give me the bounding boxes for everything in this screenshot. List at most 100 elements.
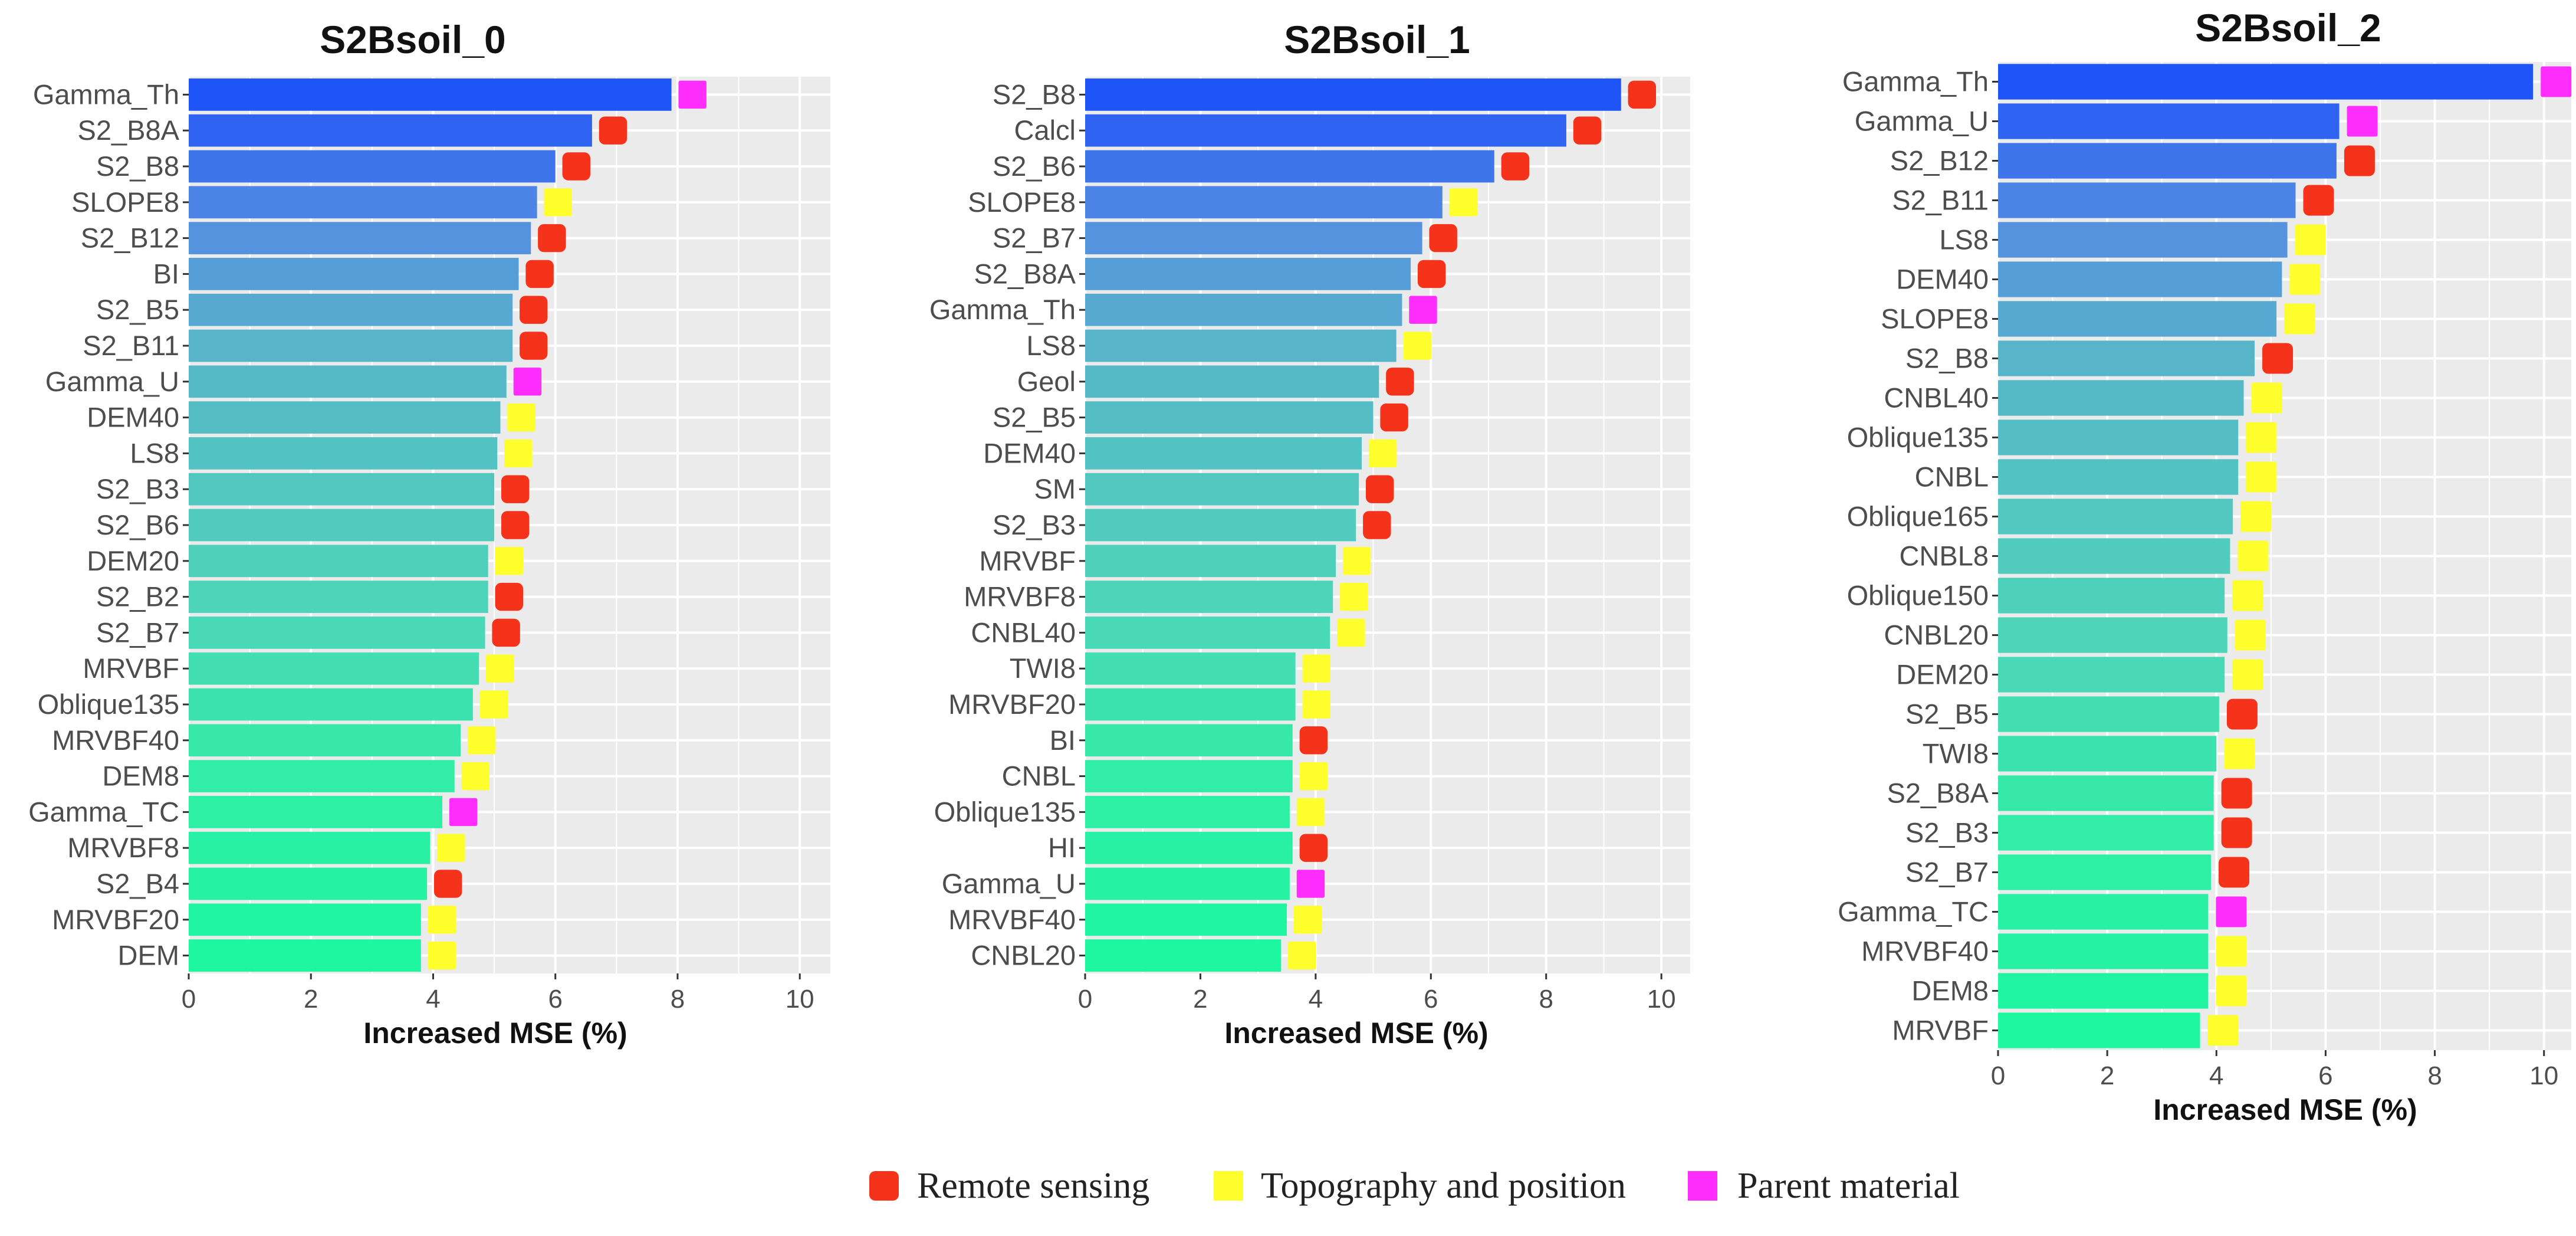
x-tick-label: 8 — [1539, 985, 1553, 1014]
marker-rs — [2221, 817, 2252, 848]
marker-parent — [449, 798, 478, 827]
marker-topo — [2224, 738, 2255, 769]
marker-parent — [678, 80, 707, 109]
legend-swatch-topography — [1214, 1171, 1243, 1201]
y-tick-label: MRVBF8 — [67, 832, 179, 863]
marker-topo — [2284, 303, 2315, 335]
x-tick-label: 4 — [426, 985, 440, 1014]
marker-topo — [2251, 382, 2282, 414]
marker-topo — [2295, 224, 2326, 255]
y-tick-label: S2_B8 — [96, 150, 179, 182]
bar — [189, 617, 485, 649]
y-tick-label: S2_B8 — [1905, 343, 1989, 374]
bar — [189, 114, 592, 147]
bar — [189, 652, 479, 685]
x-tick-label: 0 — [1991, 1061, 2005, 1090]
bar — [1085, 724, 1293, 757]
marker-topo — [428, 941, 456, 970]
y-tick-label: Oblique165 — [1847, 501, 1989, 532]
marker-topo — [1302, 654, 1330, 683]
marker-parent — [2541, 66, 2572, 97]
bar — [1998, 261, 2282, 297]
y-tick-label: Gamma_Th — [929, 294, 1076, 325]
marker-topo — [2232, 580, 2263, 611]
bar — [1085, 939, 1282, 972]
marker-rs — [1363, 511, 1391, 539]
bar — [1998, 894, 2209, 930]
marker-topo — [1293, 906, 1322, 934]
marker-topo — [544, 188, 572, 217]
bar — [189, 258, 519, 290]
y-tick-label: MRVBF — [979, 545, 1076, 576]
bar — [1085, 437, 1362, 470]
y-tick-label: DEM40 — [983, 437, 1076, 468]
y-tick-label: Gamma_Th — [1842, 66, 1989, 97]
marker-parent — [513, 368, 542, 396]
y-tick-label: LS8 — [1026, 330, 1076, 361]
legend-label-parent-material: Parent material — [1737, 1166, 1960, 1206]
marker-topo — [504, 439, 533, 468]
bar — [189, 293, 513, 326]
y-tick-label: S2_B11 — [1892, 185, 1989, 216]
legend-swatch-parent-material — [1688, 1171, 1717, 1201]
marker-parent — [2347, 106, 2378, 137]
marker-topo — [2246, 461, 2277, 493]
x-tick-label: 6 — [2318, 1061, 2332, 1090]
chart-panel-0: S2Bsoil_0 Gamma_Th S2_B8A S2_B8 SLOPE8 S2_B12… — [28, 18, 830, 1050]
x-tick-label: 2 — [304, 985, 318, 1014]
y-tick-label: DEM8 — [1911, 975, 1989, 1006]
marker-topo — [1288, 941, 1316, 970]
marker-rs — [501, 511, 530, 539]
marker-rs — [520, 332, 548, 360]
bar — [1998, 103, 2340, 139]
bar — [1998, 538, 2230, 574]
marker-rs — [1380, 403, 1408, 432]
bar — [1998, 340, 2255, 376]
bar — [189, 150, 556, 183]
marker-parent — [2216, 896, 2247, 927]
bar — [1998, 815, 2214, 851]
marker-rs — [495, 582, 524, 611]
y-tick-label: S2_B3 — [1905, 817, 1989, 848]
bar — [1998, 301, 2277, 337]
chart-panel-2: S2Bsoil_2 Gamma_Th Gamma_U S2_B12 S2_B11 LS8 D… — [1838, 6, 2572, 1126]
bar — [189, 222, 531, 254]
bar — [1085, 796, 1290, 828]
marker-rs — [1573, 116, 1602, 145]
y-tick-label: HI — [1048, 832, 1076, 863]
bar — [189, 509, 495, 542]
marker-topo — [428, 906, 456, 934]
marker-topo — [467, 726, 496, 755]
bar — [1085, 867, 1290, 900]
chart-title: S2Bsoil_1 — [1284, 18, 1470, 61]
marker-rs — [2219, 857, 2250, 888]
x-tick-label: 4 — [1309, 985, 1323, 1014]
y-tick-label: Gamma_TC — [28, 796, 179, 827]
y-tick-label: MRVBF40 — [1861, 936, 1989, 967]
y-tick-label: SLOPE8 — [71, 186, 179, 218]
bar — [1998, 578, 2225, 614]
bar — [1998, 854, 2212, 890]
marker-topo — [1342, 547, 1371, 575]
marker-topo — [1302, 690, 1330, 719]
x-axis-label: Increased MSE (%) — [1224, 1017, 1488, 1050]
bar — [189, 473, 495, 506]
y-tick-label: S2_B7 — [1905, 857, 1989, 888]
marker-rs — [1299, 726, 1328, 755]
y-tick-label: SLOPE8 — [968, 186, 1076, 218]
bar — [1998, 617, 2227, 653]
y-tick-label: TWI8 — [1010, 653, 1076, 684]
y-tick-label: MRVBF40 — [52, 724, 179, 756]
bar — [189, 365, 507, 398]
marker-topo — [1340, 582, 1368, 611]
bar — [1085, 545, 1336, 578]
bar — [189, 760, 455, 792]
x-tick-label: 10 — [2529, 1061, 2558, 1090]
marker-rs — [1365, 475, 1394, 503]
marker-rs — [492, 618, 520, 647]
marker-topo — [1299, 762, 1328, 791]
x-tick-label: 4 — [2209, 1061, 2223, 1090]
y-tick-label: Oblique135 — [934, 796, 1076, 827]
y-tick-label: CNBL8 — [1899, 540, 1989, 572]
y-tick-label: Oblique135 — [38, 689, 179, 720]
